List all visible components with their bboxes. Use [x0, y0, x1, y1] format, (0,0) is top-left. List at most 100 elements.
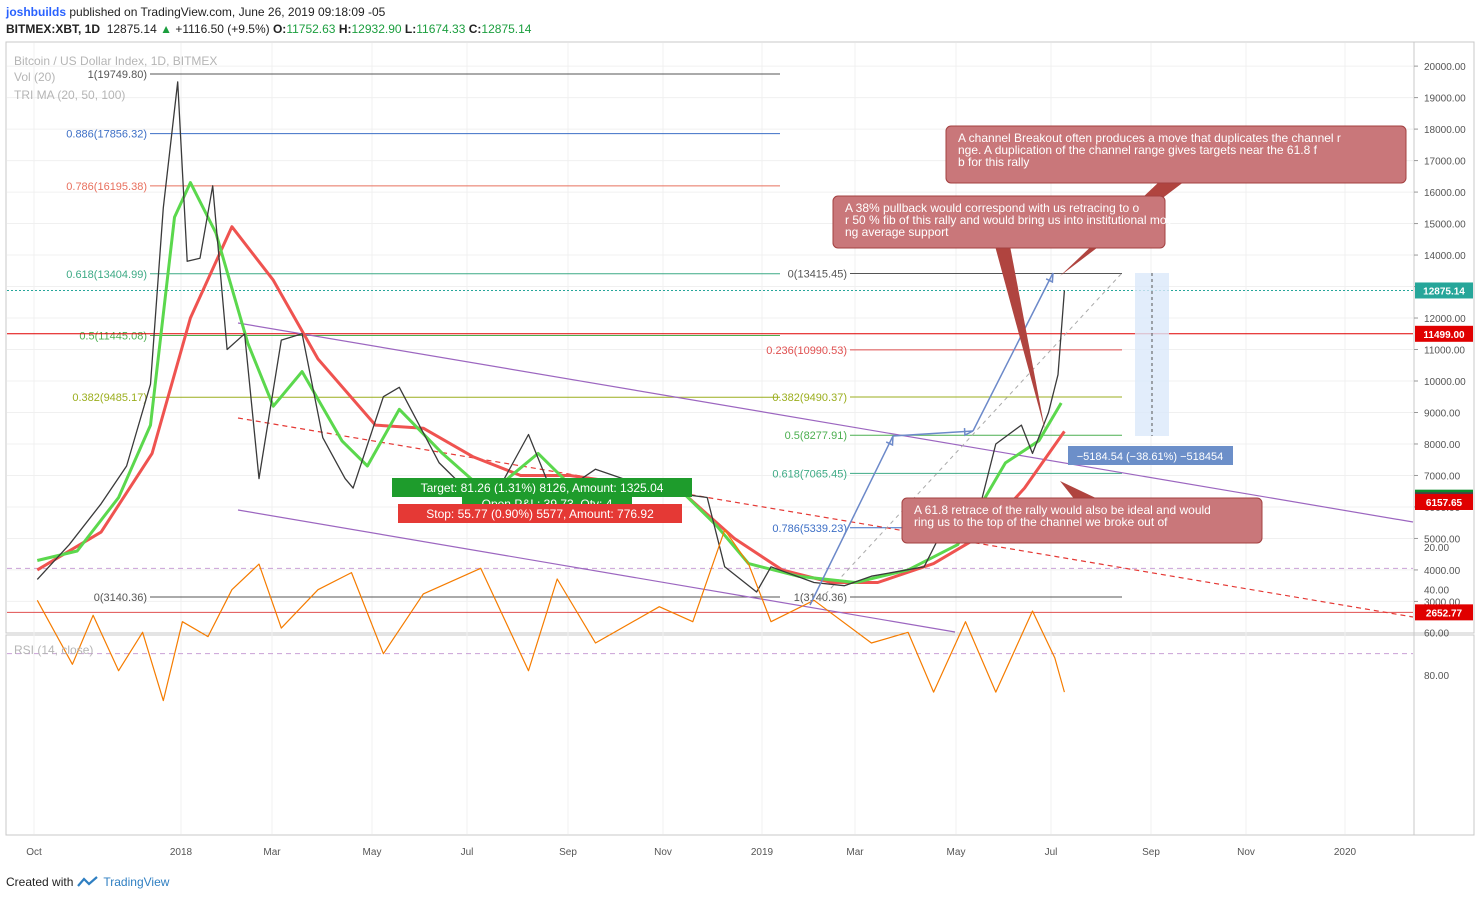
- price-tick-label: 19000.00: [1424, 94, 1466, 105]
- projection-arrow-2-head: [963, 427, 974, 437]
- fib2-level-label: 0.618(7065.45): [772, 468, 847, 480]
- note-retrace-61-text: ring us to the top of the channel we bro…: [914, 515, 1168, 529]
- note-retrace-61-box: [901, 497, 1263, 544]
- note-channel-breakout-text: b for this rally: [958, 155, 1029, 169]
- note-channel-breakout-text: A channel Breakout often produces a move…: [958, 131, 1341, 145]
- fib2-level-label: 0.236(10990.53): [766, 345, 847, 357]
- fib1-level-label: 0(3140.36): [94, 592, 147, 604]
- projection-arrow-3-head: [1045, 272, 1054, 284]
- time-tick-label: 2019: [751, 847, 774, 858]
- price-tick-label: 4000.00: [1424, 566, 1461, 577]
- channel-top-line: [237, 322, 1414, 523]
- legend-vol: Vol (20): [14, 70, 55, 84]
- created-with-label: Created with: [6, 875, 74, 889]
- price-tag-bg: [1415, 325, 1473, 342]
- fib1-level-label: 0.382(9485.17): [72, 392, 147, 404]
- price-tick-label: 8000.00: [1424, 440, 1461, 451]
- note-pullback-38-text: ng average support: [845, 225, 949, 239]
- time-tick-label: Mar: [846, 847, 864, 858]
- price-tick-label: 16000.00: [1424, 188, 1466, 199]
- price-tick-label: 10000.00: [1424, 377, 1466, 388]
- time-tick-label: May: [363, 847, 382, 858]
- open-pnl-label: Open P&L: 39.73, Qty: 4: [482, 497, 613, 511]
- price-tick-label: 11000.00: [1424, 346, 1465, 357]
- stop-label-bg: [398, 504, 682, 523]
- note-pullback-38-tail: [995, 246, 1045, 430]
- close-value: 12875.14: [481, 22, 532, 36]
- price-line: [36, 81, 1066, 593]
- price-tag-bg: [1415, 493, 1473, 510]
- fib1-level-label: 0.886(17856.32): [66, 129, 147, 141]
- open-pnl-label-bg: [462, 494, 632, 513]
- rsi-tick-label: 80.00: [1424, 671, 1449, 682]
- price-tick-label: 15000.00: [1424, 220, 1466, 231]
- publish-text: published on TradingView.com, June 26, 2…: [69, 5, 386, 19]
- note-pullback-38-text: r 50 % fib of this rally and would bring…: [845, 213, 1173, 227]
- note-channel-breakout-text: nge. A duplication of the channel range …: [958, 143, 1318, 157]
- legend-title: Bitcoin / US Dollar Index, 1D, BITMEX: [14, 54, 217, 68]
- price-tick-label: 13000.00: [1424, 283, 1466, 294]
- time-tick-label: Sep: [1142, 847, 1160, 858]
- low-label: L:: [404, 22, 417, 36]
- note-retrace-61-tail: [1060, 481, 1100, 500]
- main-pane-frame: [5, 41, 1475, 634]
- price-tag-bg: [1415, 604, 1473, 621]
- time-tick-label: May: [947, 847, 966, 858]
- price-tick-label: 9000.00: [1424, 408, 1461, 419]
- fib-diagonal: [819, 272, 1123, 601]
- rsi-tick-label: 20.00: [1424, 543, 1449, 554]
- target-label: Target: 81.26 (1.31%) 8126, Amount: 1325…: [421, 481, 664, 495]
- price-tick-label: 7000.00: [1424, 471, 1461, 482]
- target-label-bg: [392, 478, 692, 497]
- projection-arrow-1: [809, 435, 894, 606]
- fib1-level-label: 0.5(11445.08): [79, 331, 147, 343]
- author-link[interactable]: joshbuilds: [6, 5, 66, 19]
- time-tick-label: Sep: [559, 847, 577, 858]
- legend-rsi: RSI (14, close): [14, 643, 93, 657]
- price-tick-label: 14000.00: [1424, 251, 1466, 262]
- note-channel-breakout-tail: [1060, 181, 1185, 276]
- time-tick-label: 2020: [1334, 847, 1357, 858]
- price-tag-bg: [1415, 492, 1473, 509]
- projection-arrow-1-head: [885, 435, 894, 447]
- price-tick-label: 5000.00: [1424, 534, 1461, 545]
- high-value: 12932.90: [351, 22, 402, 36]
- high-label: H:: [338, 22, 352, 36]
- tradingview-logo-icon: [77, 876, 99, 887]
- fib1-level-label: 0.618(13404.99): [66, 269, 147, 281]
- price-tag: 6213.42: [1426, 496, 1463, 507]
- rsi-pane-frame: [5, 634, 1475, 836]
- close-label: C:: [468, 22, 482, 36]
- symbol-label: BITMEX:XBT, 1D: [6, 22, 101, 36]
- fib2-level-label: 1(3140.36): [794, 592, 847, 604]
- time-tick-label: Jul: [1045, 847, 1058, 858]
- projection-arrow-2: [892, 430, 974, 437]
- price-tick-label: 18000.00: [1424, 125, 1466, 136]
- projection-arrow-3: [972, 272, 1054, 432]
- price-tick-label: 20000.00: [1424, 62, 1466, 73]
- time-tick-label: Nov: [654, 847, 672, 858]
- time-tick-label: Mar: [263, 847, 281, 858]
- fib2-level-label: 0.5(8277.91): [785, 430, 847, 442]
- tradingview-link[interactable]: TradingView: [103, 875, 170, 889]
- note-pullback-38-box: [832, 195, 1166, 249]
- ma-slow-line: [36, 225, 1066, 584]
- rsi-tick-label: 40.00: [1424, 586, 1449, 597]
- price-tag: 2652.77: [1426, 608, 1463, 619]
- open-label: O:: [272, 22, 287, 36]
- note-pullback-38-text: A 38% pullback would correspond with us …: [845, 201, 1139, 215]
- fib1-level-label: 0.786(16195.38): [66, 181, 147, 193]
- measure-box: [1135, 273, 1169, 436]
- legend-ma: TRI MA (20, 50, 100): [14, 88, 125, 102]
- rsi-tick-label: 60.00: [1424, 628, 1449, 639]
- fib2-level-label: 0.786(5339.23): [772, 523, 847, 535]
- rsi-line: [36, 529, 1065, 702]
- price-tick-label: 3000.00: [1424, 597, 1461, 608]
- time-tick-label: Oct: [26, 847, 42, 858]
- fib2-level-label: 0.382(9490.37): [772, 392, 847, 404]
- price-change: +1116.50 (+9.5%): [175, 22, 270, 36]
- trend-dashed-line: [237, 417, 1414, 618]
- price-tick-label: 6000.00: [1424, 503, 1461, 514]
- price-tag-bg: [1415, 489, 1473, 506]
